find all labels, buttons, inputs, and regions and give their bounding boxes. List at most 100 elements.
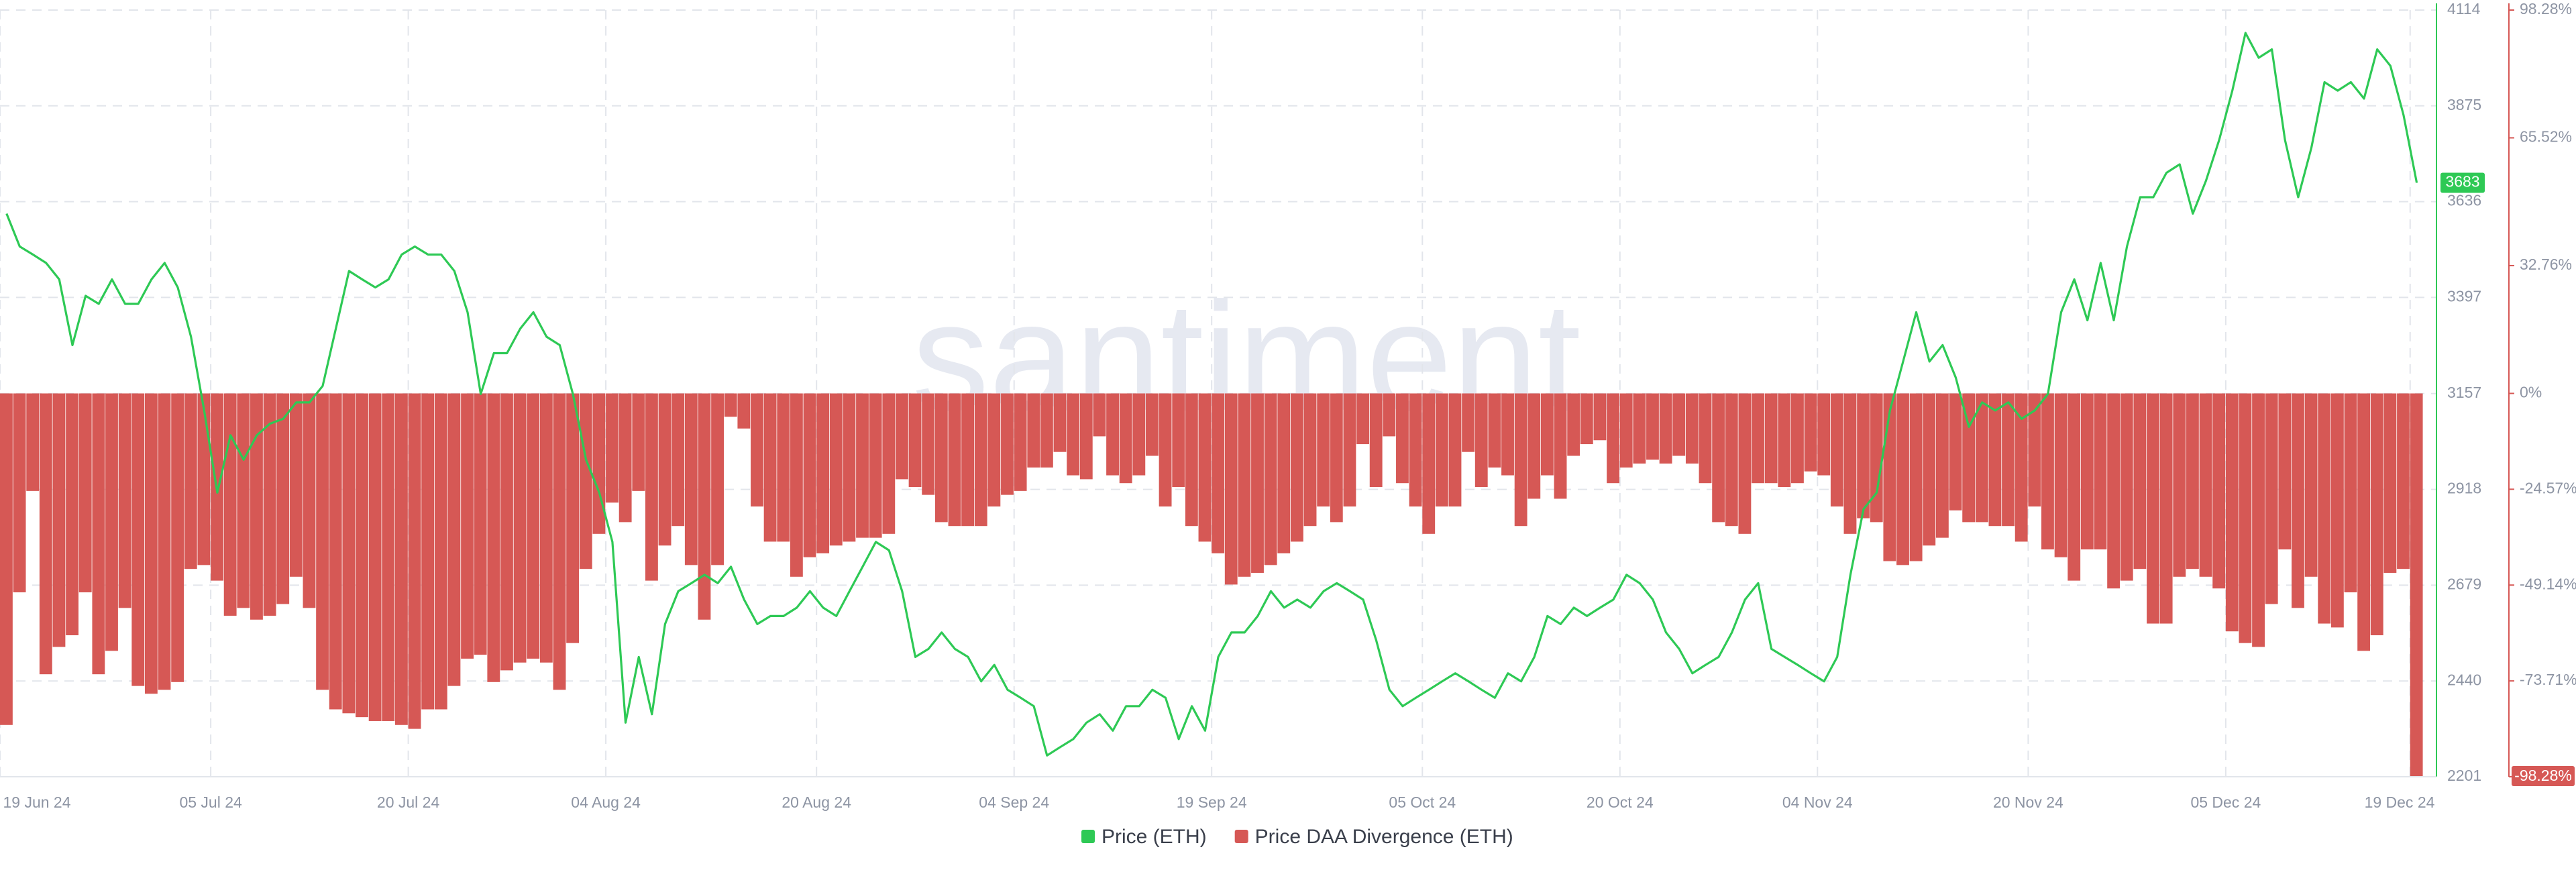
legend-label: Price DAA Divergence (ETH) <box>1255 826 1513 848</box>
bar <box>974 393 987 527</box>
bar <box>751 393 763 507</box>
x-tick-label: 05 Jul 24 <box>179 794 242 811</box>
x-tick-label: 20 Jul 24 <box>377 794 440 811</box>
x-tick-label: 05 Oct 24 <box>1389 794 1456 811</box>
bar <box>0 393 13 725</box>
bar <box>1593 393 1607 441</box>
bar <box>39 393 52 675</box>
bar <box>2370 393 2383 636</box>
bar <box>2133 393 2147 569</box>
bar <box>1093 393 1106 437</box>
bar <box>1527 393 1541 499</box>
bar <box>144 393 158 694</box>
bar <box>2330 393 2344 628</box>
bar <box>2054 393 2068 557</box>
legend-swatch <box>1234 830 1248 843</box>
bar <box>1699 393 1712 484</box>
bar <box>711 393 724 565</box>
bar <box>1988 393 2002 527</box>
bar <box>1001 393 1014 495</box>
bar <box>672 393 685 527</box>
bar <box>1949 393 1962 510</box>
bar <box>645 393 658 581</box>
bar <box>342 393 356 714</box>
y2-tick-label: -73.71% <box>2520 671 2576 688</box>
bar <box>487 393 500 682</box>
bar <box>1896 393 1909 565</box>
bar <box>1923 393 1936 546</box>
bar <box>276 393 290 604</box>
bar <box>1106 393 1119 476</box>
bar <box>592 393 606 534</box>
bar <box>2252 393 2265 647</box>
y2-tick-label: 65.52% <box>2520 128 2572 146</box>
bar <box>2068 393 2081 581</box>
y-tick-label: 4114 <box>2447 0 2481 17</box>
bar <box>1290 393 1303 542</box>
x-tick-label: 20 Oct 24 <box>1587 794 1654 811</box>
bar <box>1764 393 1778 484</box>
y-tick-label: 3397 <box>2447 287 2481 305</box>
y2-tick-label: -98.28% <box>2514 767 2572 784</box>
value-badge <box>2512 766 2575 786</box>
bar <box>1317 393 1330 507</box>
bar <box>1843 393 1857 534</box>
bar <box>1172 393 1185 488</box>
bar <box>1870 393 1883 523</box>
bar <box>1554 393 1567 499</box>
bar <box>2028 393 2041 507</box>
y2-tick-label: 32.76% <box>2520 256 2572 273</box>
bar <box>1633 393 1646 464</box>
bar <box>1356 393 1369 445</box>
plot <box>0 32 2423 777</box>
bar <box>1146 393 1159 456</box>
bar <box>566 393 580 643</box>
y2-tick-label: -24.57% <box>2520 479 2576 496</box>
bar <box>2107 393 2121 589</box>
bar <box>303 393 316 608</box>
bar <box>1198 393 1212 542</box>
bar <box>289 393 303 577</box>
bar <box>539 393 553 663</box>
bar <box>1567 393 1580 456</box>
bar <box>527 393 540 659</box>
bar <box>1224 393 1238 585</box>
bar <box>1343 393 1356 507</box>
bar <box>237 393 250 608</box>
bar <box>13 393 26 593</box>
y-tick-label: 3157 <box>2447 384 2481 401</box>
bar <box>2225 393 2239 632</box>
bar <box>1962 393 1976 523</box>
bar <box>2318 393 2331 624</box>
x-tick-label: 04 Aug 24 <box>571 794 641 811</box>
x-tick-label: 19 Jun 24 <box>3 794 70 811</box>
bar <box>1185 393 1198 527</box>
bar <box>2304 393 2318 577</box>
bar <box>408 393 421 729</box>
y-tick-label: 3636 <box>2447 192 2481 209</box>
bar <box>1804 393 1817 472</box>
bar <box>1830 393 1843 507</box>
y-tick-label: 2440 <box>2447 671 2481 688</box>
bar <box>2173 393 2186 577</box>
bar <box>1040 393 1053 468</box>
bar <box>869 393 882 538</box>
bar <box>2159 393 2173 624</box>
bar <box>632 393 645 491</box>
bar <box>2383 393 2397 573</box>
bar <box>2199 393 2212 577</box>
bar <box>1619 393 1633 468</box>
x-tick-label: 19 Dec 24 <box>2365 794 2435 811</box>
bar <box>1752 393 1764 484</box>
bar <box>908 393 922 488</box>
bar <box>1303 393 1317 527</box>
bar <box>948 393 961 527</box>
y2-tick-label: 0% <box>2520 384 2542 401</box>
bar <box>896 393 908 480</box>
bar <box>1014 393 1027 491</box>
bar <box>26 393 40 491</box>
bar <box>223 393 237 616</box>
bar <box>1909 393 1923 561</box>
bar <box>2147 393 2159 624</box>
bar <box>78 393 92 593</box>
